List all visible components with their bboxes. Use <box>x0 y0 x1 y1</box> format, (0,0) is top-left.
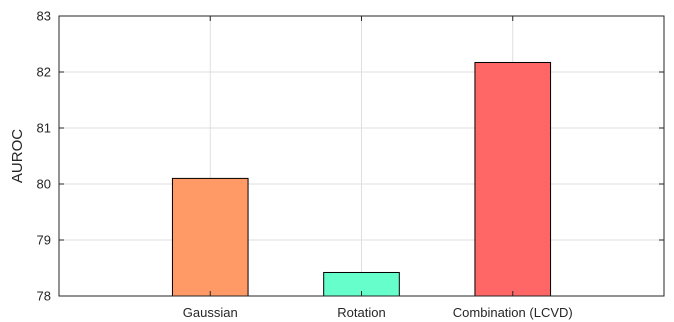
y-tick-label: 80 <box>37 177 51 192</box>
bar-gaussian <box>171 177 249 297</box>
y-tick-label: 81 <box>37 121 51 136</box>
x-tick-label: Rotation <box>337 305 385 320</box>
y-tick-label: 79 <box>37 233 51 248</box>
y-tick-label: 78 <box>37 289 51 304</box>
y-ticks: 78 79 80 81 82 83 <box>37 9 664 304</box>
y-axis-label: AUROC <box>9 129 26 183</box>
bar-combination-lcvd <box>474 61 552 297</box>
x-tick-label: Combination (LCVD) <box>453 305 573 320</box>
y-tick-label: 83 <box>37 9 51 24</box>
grid-lines <box>59 15 664 297</box>
x-ticks: Gaussian Rotation Combination (LCVD) <box>183 16 573 320</box>
bars <box>171 61 552 297</box>
x-tick-label: Gaussian <box>183 305 238 320</box>
y-tick-label: 82 <box>37 65 51 80</box>
